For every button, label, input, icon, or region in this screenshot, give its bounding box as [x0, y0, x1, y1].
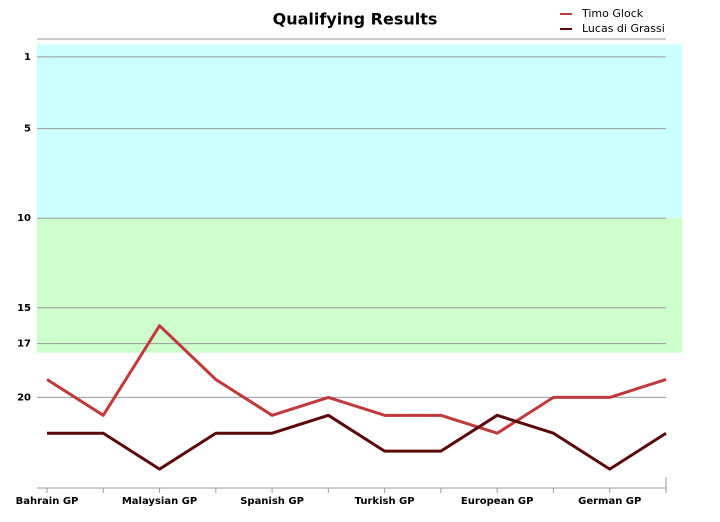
- chart-title: Qualifying Results: [273, 10, 438, 29]
- legend-label: Timo Glock: [581, 7, 644, 20]
- x-tick-label: Malaysian GP: [122, 496, 197, 507]
- y-tick-label: 15: [17, 303, 31, 314]
- y-tick-label: 10: [17, 213, 31, 224]
- x-tick-label: Bahrain GP: [16, 496, 79, 507]
- y-tick-label: 5: [24, 124, 31, 135]
- x-tick-label: Turkish GP: [355, 496, 415, 507]
- y-tick-label: 20: [17, 392, 31, 403]
- x-tick-label: German GP: [578, 496, 641, 507]
- y-tick-label: 17: [17, 339, 31, 350]
- x-tick-label: Spanish GP: [240, 496, 304, 507]
- y-tick-label: 1: [24, 52, 31, 63]
- series-line: [47, 413, 667, 471]
- series-line: [46, 324, 667, 435]
- band: [37, 44, 682, 219]
- x-tick-label: European GP: [461, 496, 534, 507]
- legend-label: Lucas di Grassi: [582, 22, 665, 35]
- band: [37, 218, 682, 353]
